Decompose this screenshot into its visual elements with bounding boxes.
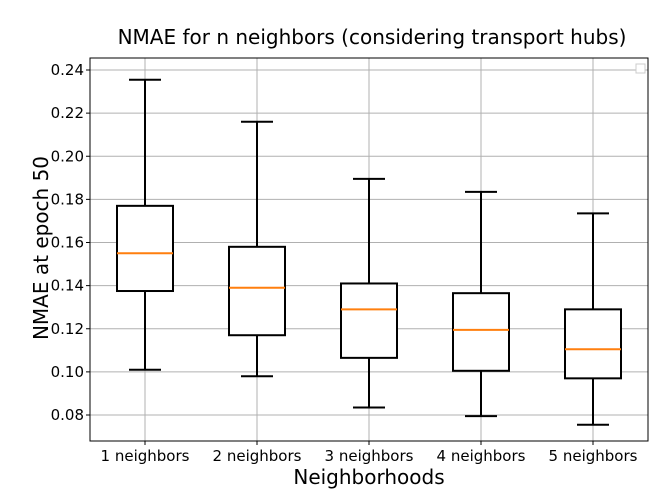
iqr-box (116, 204, 174, 293)
y-tick-label: 0.24 (51, 61, 84, 79)
legend-box (635, 63, 646, 74)
iqr-box (340, 282, 398, 359)
box-group (228, 120, 286, 378)
y-tick-label: 0.20 (51, 147, 84, 165)
y-tick-label: 0.16 (51, 234, 84, 252)
x-tick-label: 1 neighbors (101, 447, 190, 465)
boxes (116, 78, 622, 426)
x-tick-label: 3 neighbors (325, 447, 414, 465)
box-group (116, 78, 174, 371)
iqr-box (564, 308, 622, 380)
iqr-box (228, 245, 286, 337)
y-axis-title: NMAE at epoch 50 (29, 156, 53, 340)
box-group (340, 177, 398, 409)
iqr-box (452, 292, 510, 372)
chart-title: NMAE for n neighbors (considering transp… (118, 25, 627, 49)
y-tick-label: 0.14 (51, 277, 84, 295)
x-axis-title: Neighborhoods (293, 465, 444, 489)
axis-ticks: 0.08 0.10 0.12 0.14 0.16 0.18 0.20 0.22 0.24 1 ne… (51, 61, 638, 465)
x-tick-label: 2 neighbors (213, 447, 302, 465)
y-tick-label: 0.12 (51, 320, 84, 338)
y-tick-label: 0.08 (51, 406, 84, 424)
box-group (452, 190, 510, 418)
x-tick-label: 5 neighbors (549, 447, 638, 465)
y-tick-label: 0.22 (51, 104, 84, 122)
y-tick-label: 0.18 (51, 190, 84, 208)
x-tick-label: 4 neighbors (437, 447, 526, 465)
y-tick-label: 0.10 (51, 363, 84, 381)
box-group (564, 212, 622, 426)
